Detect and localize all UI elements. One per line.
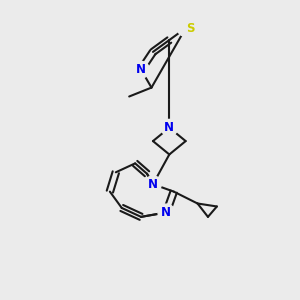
Circle shape xyxy=(158,204,175,221)
Text: N: N xyxy=(148,178,158,191)
Text: N: N xyxy=(161,206,171,219)
Circle shape xyxy=(177,20,194,37)
Circle shape xyxy=(133,61,149,78)
Circle shape xyxy=(145,176,161,193)
Circle shape xyxy=(161,119,178,136)
Text: N: N xyxy=(136,63,146,76)
Text: N: N xyxy=(164,121,174,134)
Text: S: S xyxy=(186,22,194,34)
